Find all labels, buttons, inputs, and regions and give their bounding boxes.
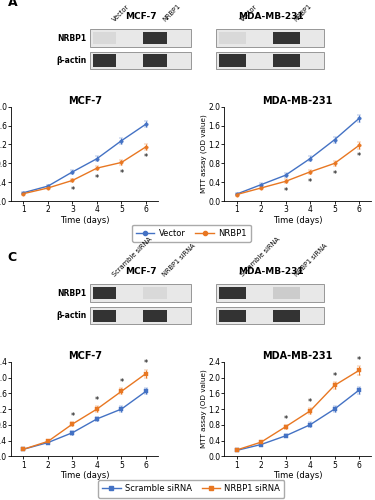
Text: *: *: [119, 168, 124, 177]
Text: β-actin: β-actin: [57, 56, 87, 65]
Text: *: *: [308, 398, 312, 407]
Text: *: *: [70, 412, 75, 421]
Text: *: *: [95, 174, 99, 183]
Text: MCF-7: MCF-7: [125, 12, 157, 20]
Bar: [143, 54, 167, 66]
Bar: [273, 287, 300, 300]
Text: *: *: [95, 396, 99, 405]
Text: *: *: [332, 372, 337, 380]
Legend: Scramble siRNA, NRBP1 siRNA: Scramble siRNA, NRBP1 siRNA: [98, 480, 284, 498]
Bar: [216, 30, 324, 47]
Bar: [219, 32, 246, 44]
Bar: [90, 30, 191, 47]
Text: *: *: [332, 170, 337, 178]
Title: MCF-7: MCF-7: [68, 96, 102, 106]
Text: NRBP1 siRNA: NRBP1 siRNA: [162, 242, 197, 278]
Text: A: A: [8, 0, 17, 8]
Text: NRBP1 siRNA: NRBP1 siRNA: [293, 242, 328, 278]
Bar: [93, 54, 116, 66]
Bar: [143, 287, 167, 300]
Y-axis label: MTT assay (OD value): MTT assay (OD value): [200, 114, 207, 194]
Text: *: *: [144, 154, 148, 162]
Y-axis label: MTT assay (OD value): MTT assay (OD value): [200, 370, 207, 448]
X-axis label: Time (days): Time (days): [60, 471, 110, 480]
X-axis label: Time (days): Time (days): [60, 216, 110, 225]
X-axis label: Time (days): Time (days): [273, 471, 322, 480]
Bar: [90, 307, 191, 324]
Bar: [216, 307, 324, 324]
Text: *: *: [308, 178, 312, 186]
Text: Vector: Vector: [239, 4, 258, 22]
Bar: [216, 52, 324, 70]
Bar: [219, 310, 246, 322]
Text: NRBP1: NRBP1: [58, 288, 87, 298]
Text: *: *: [70, 186, 75, 194]
Title: MDA-MB-231: MDA-MB-231: [262, 351, 333, 361]
Text: Scramble siRNA: Scramble siRNA: [239, 236, 281, 278]
Bar: [143, 310, 167, 322]
Bar: [93, 310, 116, 322]
Bar: [273, 54, 300, 66]
Text: *: *: [144, 360, 148, 368]
Bar: [219, 54, 246, 66]
Bar: [273, 32, 300, 44]
Text: NRBP1: NRBP1: [162, 2, 182, 22]
Text: *: *: [119, 378, 124, 387]
Title: MDA-MB-231: MDA-MB-231: [262, 96, 333, 106]
Text: NRBP1: NRBP1: [293, 2, 313, 22]
Bar: [143, 32, 167, 44]
Text: *: *: [284, 414, 288, 424]
Text: MDA-MB-231: MDA-MB-231: [238, 12, 303, 20]
Bar: [90, 284, 191, 302]
Text: MDA-MB-231: MDA-MB-231: [238, 266, 303, 276]
Text: β-actin: β-actin: [57, 311, 87, 320]
Text: *: *: [357, 152, 361, 161]
Title: MCF-7: MCF-7: [68, 351, 102, 361]
Bar: [93, 287, 116, 300]
X-axis label: Time (days): Time (days): [273, 216, 322, 225]
Bar: [216, 284, 324, 302]
Bar: [93, 32, 116, 44]
Bar: [273, 310, 300, 322]
Text: MCF-7: MCF-7: [125, 266, 157, 276]
Text: NRBP1: NRBP1: [58, 34, 87, 42]
Text: *: *: [284, 186, 288, 196]
Bar: [219, 287, 246, 300]
Text: Vector: Vector: [111, 4, 130, 22]
Legend: Vector, NRBP1: Vector, NRBP1: [132, 224, 251, 242]
Text: *: *: [357, 356, 361, 365]
Text: C: C: [8, 250, 17, 264]
Bar: [90, 52, 191, 70]
Text: Scramble siRNA: Scramble siRNA: [111, 236, 153, 278]
